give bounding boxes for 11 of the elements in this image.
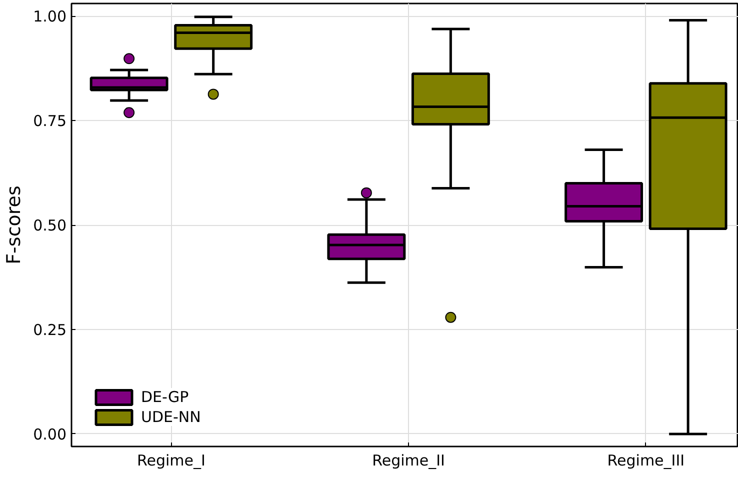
y-tick-label: 0.25 bbox=[33, 320, 67, 339]
y-tick-label: 1.00 bbox=[33, 8, 67, 26]
y-axis-title: F-scores bbox=[3, 186, 26, 264]
legend-label: UDE-NN bbox=[141, 408, 201, 426]
x-tick-label: Regime_II bbox=[372, 452, 445, 470]
legend-label: DE-GP bbox=[141, 388, 189, 406]
y-tick-label: 0.75 bbox=[33, 112, 67, 130]
y-tick-label: 0.00 bbox=[33, 425, 67, 444]
x-tick-label: Regime_I bbox=[136, 452, 206, 470]
y-tick-label: 0.50 bbox=[33, 216, 67, 234]
x-tick-label: Regime_III bbox=[607, 452, 685, 470]
